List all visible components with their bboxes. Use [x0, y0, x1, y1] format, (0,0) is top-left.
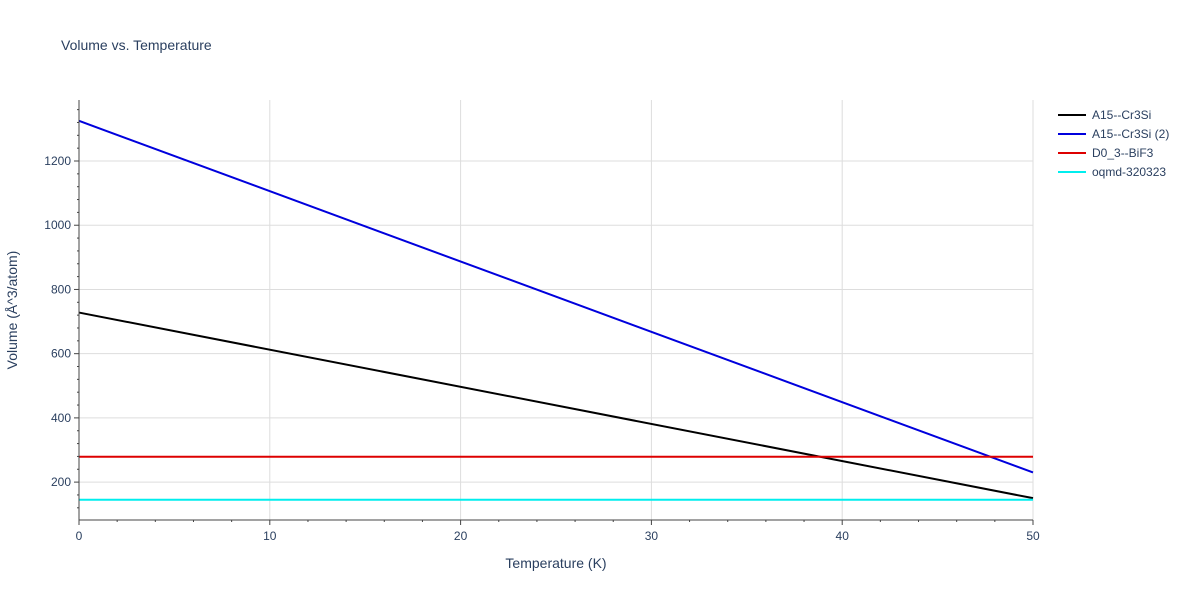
x-tick-label: 10 — [263, 529, 277, 543]
x-tick-label: 40 — [836, 529, 850, 543]
y-tick-label: 400 — [51, 411, 71, 425]
legend-label: oqmd-320323 — [1092, 165, 1166, 179]
series-layer — [78, 119, 1034, 501]
x-tick-label: 20 — [454, 529, 468, 543]
series-line — [78, 311, 1034, 500]
legend-label: A15--Cr3Si — [1092, 108, 1151, 122]
x-tick-label: 30 — [645, 529, 659, 543]
legend-item[interactable]: D0_3--BiF3 — [1058, 146, 1154, 160]
legend-item[interactable]: oqmd-320323 — [1058, 165, 1166, 179]
y-tick-label: 800 — [51, 282, 71, 296]
grid-layer — [79, 100, 1034, 520]
series-line — [78, 119, 1034, 474]
legend-item[interactable]: A15--Cr3Si — [1058, 108, 1151, 122]
legend-label: A15--Cr3Si (2) — [1092, 127, 1169, 141]
y-tick-label: 200 — [51, 475, 71, 489]
y-tick-label: 1000 — [44, 218, 71, 232]
x-tick-label: 50 — [1026, 529, 1040, 543]
y-tick-label: 1200 — [44, 154, 71, 168]
legend-item[interactable]: A15--Cr3Si (2) — [1058, 127, 1169, 141]
legend-label: D0_3--BiF3 — [1092, 146, 1154, 160]
axis-layer: 0 10 20 30 40 50 200 400 600 800 1000 1200 — [44, 100, 1040, 543]
y-tick-label: 600 — [51, 347, 71, 361]
legend: A15--Cr3Si A15--Cr3Si (2) D0_3--BiF3 oqmd-3… — [1058, 108, 1169, 179]
chart-title: Volume vs. Temperature — [61, 37, 212, 53]
x-tick-label: 0 — [76, 529, 83, 543]
x-axis-title: Temperature (K) — [505, 555, 606, 571]
y-axis-title: Volume (Å^3/atom) — [4, 251, 20, 370]
